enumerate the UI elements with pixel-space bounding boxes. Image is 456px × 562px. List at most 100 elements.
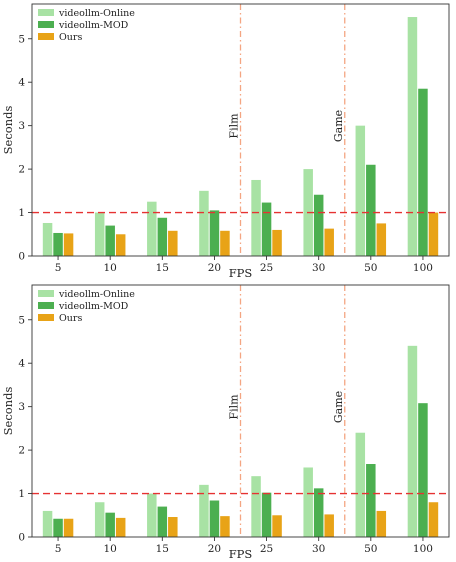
- bar-videollm-online-30: [303, 467, 313, 537]
- bar-ours-20: [220, 516, 230, 537]
- bar-videollm-online-100: [407, 17, 418, 257]
- legend-label: Ours: [59, 313, 82, 324]
- bar-videollm-online-5: [42, 510, 53, 537]
- x-tick-label: 100: [413, 543, 433, 555]
- legend-swatch: [38, 290, 54, 297]
- bar-videollm-mod-100: [418, 403, 428, 537]
- bar-videollm-mod-20: [209, 500, 220, 537]
- y-tick-label: 3: [18, 120, 25, 132]
- separator-label-game: Game: [332, 110, 345, 142]
- y-axis-label: Seconds: [1, 387, 15, 436]
- x-tick-label: 15: [156, 262, 169, 274]
- separator-label-film: Film: [228, 394, 241, 420]
- legend-label: Ours: [59, 32, 82, 43]
- bar-videollm-online-100: [407, 345, 418, 537]
- bar-videollm-online-15: [147, 493, 157, 537]
- x-tick-label: 15: [156, 543, 169, 555]
- bar-ours-20: [220, 230, 230, 256]
- bar-ours-50: [376, 223, 387, 256]
- y-axis-label: Seconds: [1, 106, 15, 155]
- x-tick-label: 20: [208, 262, 221, 274]
- legend-swatch: [38, 302, 54, 309]
- bar-ours-5: [63, 233, 74, 256]
- legend-swatch: [38, 9, 54, 16]
- bar-ours-50: [376, 510, 387, 537]
- x-tick-label: 25: [260, 543, 273, 555]
- legend-label: videollm-MOD: [58, 301, 129, 312]
- y-tick-label: 1: [18, 488, 25, 500]
- legend-swatch: [38, 314, 54, 321]
- y-tick-label: 3: [18, 401, 25, 413]
- y-tick-label: 4: [18, 358, 25, 370]
- y-tick-label: 5: [18, 314, 25, 326]
- bar-ours-100: [428, 502, 439, 537]
- legend-label: videollm-Online: [58, 8, 135, 19]
- x-tick-label: 25: [260, 262, 273, 274]
- bar-videollm-online-5: [42, 222, 53, 256]
- bar-videollm-mod-5: [53, 232, 63, 256]
- bar-ours-15: [168, 517, 178, 537]
- bar-videollm-mod-15: [157, 506, 168, 537]
- y-tick-label: 5: [18, 33, 25, 45]
- legend-label: videollm-MOD: [58, 20, 129, 31]
- bar-videollm-mod-50: [366, 164, 376, 256]
- y-tick-label: 0: [18, 251, 25, 263]
- x-tick-label: 50: [364, 543, 377, 555]
- bar-videollm-online-25: [251, 476, 261, 537]
- bar-videollm-mod-30: [313, 194, 324, 256]
- bar-ours-15: [168, 230, 178, 256]
- bar-ours-5: [63, 518, 74, 537]
- x-tick-label: 100: [413, 262, 433, 274]
- bar-videollm-online-20: [199, 484, 209, 537]
- legend-label: videollm-Online: [58, 289, 135, 300]
- x-axis-label: FPS: [229, 547, 253, 561]
- plot-frame: [31, 3, 450, 257]
- bar-videollm-online-50: [355, 432, 366, 537]
- x-tick-label: 10: [104, 262, 117, 274]
- y-tick-label: 4: [18, 77, 25, 89]
- plot-frame: [31, 284, 450, 538]
- legend-swatch: [38, 21, 54, 28]
- y-tick-label: 2: [18, 445, 25, 457]
- bar-videollm-mod-20: [209, 210, 220, 256]
- separator-label-film: Film: [228, 113, 241, 139]
- x-tick-label: 5: [55, 262, 62, 274]
- legend-swatch: [38, 33, 54, 40]
- x-tick-label: 20: [208, 543, 221, 555]
- bar-ours-10: [115, 234, 126, 256]
- bar-videollm-online-15: [147, 201, 157, 256]
- bar-videollm-mod-5: [53, 518, 63, 537]
- x-tick-label: 30: [312, 262, 325, 274]
- bar-videollm-online-20: [199, 190, 209, 256]
- bar-videollm-mod-25: [261, 202, 272, 256]
- bar-ours-100: [428, 212, 439, 256]
- y-tick-label: 0: [18, 532, 25, 544]
- bar-videollm-mod-100: [418, 88, 428, 256]
- bar-videollm-mod-25: [261, 492, 272, 537]
- bar-videollm-online-10: [94, 212, 105, 256]
- x-axis-label: FPS: [229, 266, 253, 280]
- bar-videollm-online-50: [355, 125, 366, 256]
- x-tick-label: 5: [55, 543, 62, 555]
- bar-ours-30: [324, 228, 334, 256]
- bar-videollm-mod-10: [105, 512, 115, 537]
- bar-chart-bottom: Film Game 0 1 2 3 4 5 5 10 15 20 25 30 50 100 FPS Seconds…: [1, 284, 450, 561]
- bar-videollm-mod-10: [105, 225, 115, 256]
- y-tick-label: 1: [18, 207, 25, 219]
- y-tick-label: 2: [18, 164, 25, 176]
- bar-ours-25: [272, 515, 282, 537]
- bar-ours-30: [324, 514, 334, 537]
- bar-ours-10: [115, 517, 126, 537]
- bar-ours-25: [272, 229, 282, 256]
- bar-chart-top: Film Game 0 1 2 3 4 5 5 10 15 20 25 30 50 100 FPS Seconds…: [1, 3, 450, 280]
- bar-videollm-online-25: [251, 179, 261, 256]
- x-tick-label: 50: [364, 262, 377, 274]
- bar-videollm-mod-15: [157, 217, 168, 256]
- separator-label-game: Game: [332, 391, 345, 423]
- bar-videollm-mod-30: [313, 488, 324, 537]
- x-tick-label: 10: [104, 543, 117, 555]
- x-tick-label: 30: [312, 543, 325, 555]
